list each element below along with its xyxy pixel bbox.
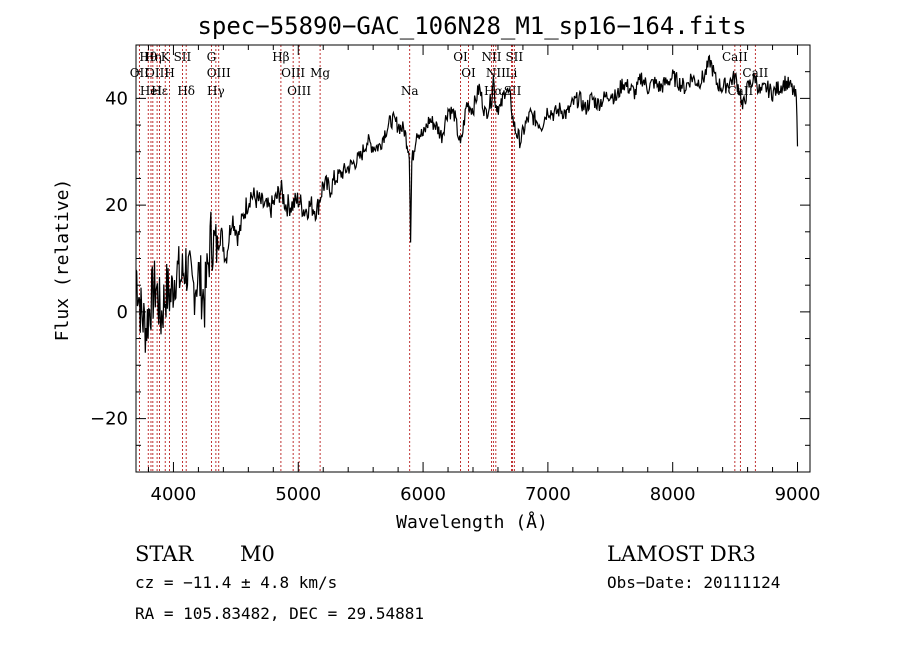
spectral-line-label: Mg	[310, 66, 330, 80]
object-subclass: M0	[240, 542, 275, 566]
spectral-line-label: H	[164, 66, 174, 80]
spectral-line-label: NII	[481, 50, 501, 64]
spectral-line-label: OII	[130, 66, 150, 80]
x-tick-label: 5000	[275, 484, 321, 505]
x-tick-label: 9000	[775, 484, 821, 505]
spectral-line-label: Hα	[484, 84, 503, 98]
chart-title: spec−55890−GAC_106N28_M1_sp16−164.fits	[197, 12, 746, 40]
y-tick-label: 0	[117, 302, 128, 323]
object-class: STAR	[135, 542, 194, 566]
spectral-line-label: Hε	[151, 84, 168, 98]
spectral-line-label: Na	[401, 84, 419, 98]
spectral-line-label: OIII	[207, 66, 231, 80]
x-tick-label: 8000	[650, 484, 696, 505]
x-tick-label: 6000	[400, 484, 446, 505]
spectral-line-label: SII	[174, 50, 192, 64]
y-axis-ticks: −20 0 20 40	[90, 44, 810, 473]
spectral-line-label: SII	[505, 50, 523, 64]
spectral-line-label: K	[161, 50, 171, 64]
spectral-line-label: OIII	[287, 84, 311, 98]
spectral-line-label: Hγ	[207, 84, 225, 98]
x-axis-label: Wavelength (Å)	[396, 511, 548, 533]
spectral-line-label: Hδ	[177, 84, 195, 98]
spectral-line-label: Li	[506, 66, 518, 80]
obs-date: Obs−Date: 20111124	[607, 573, 780, 592]
spectral-line-label: G	[207, 50, 217, 64]
x-tick-label: 7000	[525, 484, 571, 505]
y-tick-label: 20	[105, 195, 128, 216]
y-tick-label: 40	[105, 88, 128, 109]
spectral-line-label: SII	[504, 84, 522, 98]
redshift-cz: cz = −11.4 ± 4.8 km/s	[135, 573, 337, 592]
spectral-line-label: OIII	[145, 66, 169, 80]
spectral-line-label: Hη	[144, 50, 162, 64]
spectral-line-label: OIII	[281, 66, 305, 80]
survey-name: LAMOST DR3	[607, 542, 756, 566]
x-tick-label: 4000	[151, 484, 197, 505]
spectral-line-label: OI	[453, 50, 468, 64]
spectral-line-label: OI	[461, 66, 476, 80]
plot-frame	[135, 44, 811, 473]
x-axis-ticks: 4000 5000 6000 7000 8000 9000	[147, 45, 821, 505]
spectral-line-label: CaII	[722, 50, 748, 64]
y-axis-label: Flux (relative)	[52, 179, 73, 342]
spectral-line-label: CaII	[742, 66, 768, 80]
spectral-line-label: Hβ	[272, 50, 289, 64]
spectral-line-label: NII	[486, 66, 506, 80]
spectrum-line	[135, 54, 799, 353]
y-tick-label: −20	[90, 409, 128, 430]
coordinates: RA = 105.83482, DEC = 29.54881	[135, 604, 424, 623]
